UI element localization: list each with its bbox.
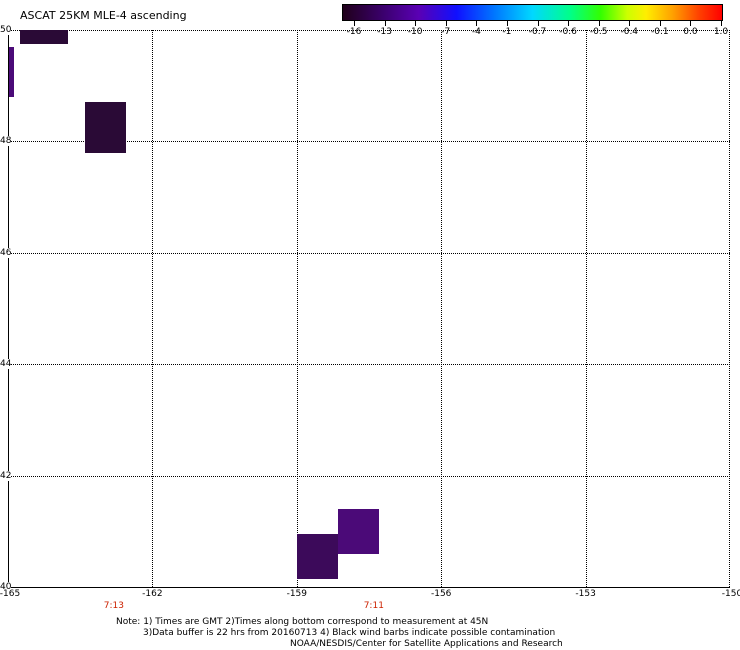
lon-label: -156 [430, 589, 452, 599]
data-cell [20, 30, 69, 44]
colorbar-ticks [342, 21, 723, 27]
data-cell [337, 509, 379, 554]
colorbar-tick [690, 21, 692, 26]
colorbar-label: -0.5 [589, 27, 608, 37]
pass-time-label: 7:13 [103, 601, 124, 611]
lon-label: -165 [0, 589, 21, 599]
colorbar-label: 1.0 [713, 27, 729, 37]
colorbar-label: -0.1 [651, 27, 669, 37]
lat-label: 44 [0, 359, 12, 370]
lat-label: 42 [0, 470, 12, 481]
colorbar-tick [659, 21, 661, 26]
colorbar-label: -4 [471, 27, 481, 37]
grid-line-lat [8, 364, 730, 366]
colorbar-label: -10 [407, 27, 423, 37]
colorbar-tick [537, 21, 539, 26]
lat-label: 48 [0, 136, 12, 147]
lat-label: 40 [0, 582, 12, 592]
grid-line-lat [8, 30, 730, 31]
data-cell [8, 46, 15, 97]
data-cell [85, 102, 126, 153]
data-cell [296, 534, 338, 579]
colorbar [342, 4, 723, 21]
grid-line-lat [8, 252, 730, 254]
colorbar-tick [629, 21, 631, 26]
pass-time-label: 7:11 [363, 601, 384, 611]
grid-line-lat [8, 141, 730, 143]
colorbar-tick [568, 21, 570, 26]
note-line-1: Note: 1) Times are GMT 2)Times along bot… [116, 617, 489, 627]
colorbar-label: -0.4 [620, 27, 639, 37]
x-axis-line [8, 587, 730, 588]
colorbar-tick [506, 21, 508, 26]
colorbar-label: -16 [346, 27, 362, 37]
grid-line-lat [8, 475, 730, 477]
lat-label: 50 [0, 25, 12, 35]
grid-line-lon [585, 30, 587, 587]
grid-line-lon [441, 30, 443, 587]
y-axis-line [8, 30, 9, 587]
lon-label: -150 [721, 589, 740, 599]
colorbar-label: -13 [377, 27, 392, 37]
colorbar-label: 0.0 [683, 27, 698, 37]
grid-line-lon [152, 30, 154, 587]
lon-label: -162 [142, 589, 163, 599]
colorbar-label: -7 [441, 27, 451, 37]
colorbar-tick [598, 21, 600, 26]
note-line-2: 3)Data buffer is 22 hrs from 20160713 4)… [143, 628, 556, 638]
colorbar-tick [476, 21, 478, 26]
map-title: ASCAT 25KM MLE-4 ascending [20, 9, 187, 22]
grid-line-lon [729, 30, 730, 587]
lon-label: -159 [286, 589, 308, 599]
map-plot-area [8, 30, 730, 587]
lon-label: -153 [575, 589, 596, 599]
colorbar-tick [415, 21, 417, 26]
colorbar-tick [354, 21, 355, 26]
colorbar-label: -0.6 [559, 27, 577, 37]
colorbar-tick [384, 21, 386, 26]
colorbar-tick [445, 21, 447, 26]
colorbar-tick [721, 21, 722, 26]
note-line-3: NOAA/NESDIS/Center for Satellite Applica… [290, 639, 563, 649]
colorbar-label: -0.7 [528, 27, 547, 37]
lat-label: 46 [0, 247, 12, 258]
colorbar-label: -1 [502, 27, 512, 37]
grid-line-lon [296, 30, 298, 587]
